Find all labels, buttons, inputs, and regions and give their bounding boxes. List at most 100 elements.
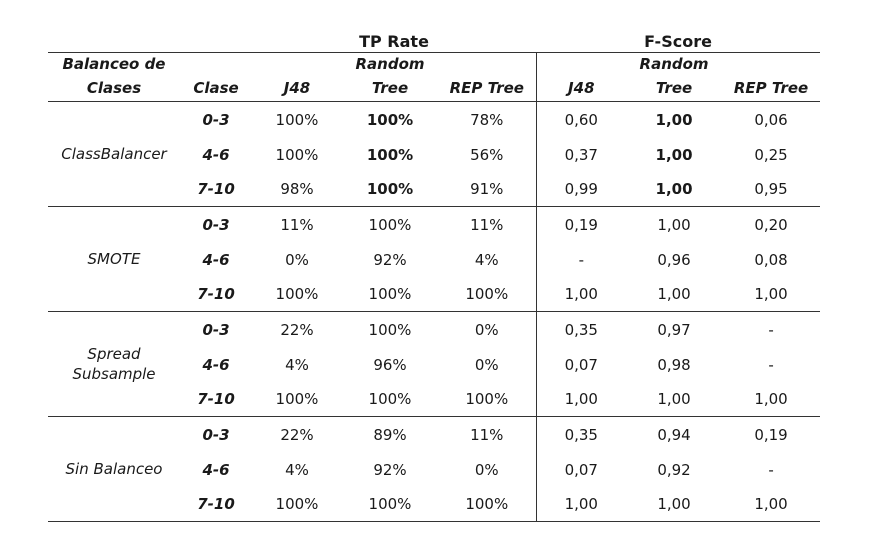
tp-rep-tree-cell: 100%	[438, 487, 537, 522]
tp-rep-tree-cell: 0%	[474, 461, 499, 479]
f-rep-tree-cell: 0,19	[722, 416, 821, 453]
tp-random-tree-cell: 100%	[342, 311, 438, 348]
tp-j48-cell: 100%	[252, 101, 342, 138]
f-random-tree-cell: 1,00	[655, 146, 693, 164]
tp-rep-tree-cell: 11%	[438, 416, 537, 453]
f-random-tree-cell: 1,00	[657, 390, 691, 408]
table-row: 7-10 100% 100% 100% 1,00 1,00 1,00	[48, 487, 821, 522]
empty-header-cell	[722, 52, 821, 75]
tp-j48-cell: 11%	[252, 206, 342, 243]
f-rep-tree-cell: -	[768, 461, 774, 479]
group-label: SMOTE	[48, 206, 180, 312]
tp-j48-cell: 100%	[275, 285, 319, 303]
f-rep-tree-cell: 0,06	[722, 101, 821, 138]
tp-random-tree-cell: 92%	[373, 251, 407, 269]
table-row: 4-6 4% 96% 0% 0,07 0,98 -	[48, 348, 820, 382]
tp-random-tree-cell: 100%	[368, 390, 412, 408]
balanceo-header-line2: Clases	[86, 79, 142, 97]
f-j48-cell: 1,00	[535, 487, 627, 522]
f-random-tree-cell: 0,98	[657, 356, 691, 374]
f-random-header-line2: Tree	[655, 79, 693, 97]
clase-header: Clase	[193, 79, 239, 97]
tp-rep-tree-cell: 91%	[470, 180, 504, 198]
tp-random-tree-cell: 100%	[368, 285, 412, 303]
table-row: SMOTE 0-3 11% 100% 11% 0,19 1,00 0,20	[48, 206, 821, 312]
tp-random-tree-cell: 100%	[342, 206, 438, 243]
f-random-header-line1: Random	[626, 52, 723, 75]
f-j48-cell: 1,00	[535, 277, 627, 312]
f-rep-tree-cell: 0,25	[754, 146, 788, 164]
tp-random-header-line1: Random	[342, 52, 438, 75]
f-j48-cell: 0,37	[535, 138, 627, 172]
balanceo-header-line1: Balanceo de	[48, 52, 180, 75]
f-j48-cell: 0,07	[535, 348, 627, 382]
f-random-tree-cell: 0,92	[657, 461, 691, 479]
clase-cell: 7-10	[197, 390, 235, 408]
f-rep-tree-cell: 1,00	[754, 285, 788, 303]
tp-rep-tree-cell: 56%	[470, 146, 504, 164]
f-j48-cell: 0,19	[535, 206, 627, 243]
clase-cell: 0-3	[180, 311, 252, 348]
clase-cell: 0-3	[180, 101, 252, 138]
group-label-line1: Spread	[87, 345, 141, 363]
clase-cell: 4-6	[202, 461, 230, 479]
f-j48-cell: 0,07	[535, 453, 627, 487]
tp-rep-tree-cell: 100%	[465, 390, 509, 408]
f-j48-cell: 0,35	[535, 416, 627, 453]
tp-rep-tree-cell: 78%	[438, 101, 537, 138]
tp-random-tree-cell: 89%	[342, 416, 438, 453]
tp-j48-cell: 98%	[280, 180, 314, 198]
empty-header-cell	[438, 52, 537, 75]
f-rep-tree-cell: 1,00	[754, 390, 788, 408]
f-j48-cell: -	[535, 243, 627, 277]
clase-cell: 7-10	[197, 180, 235, 198]
group-label-line1: SMOTE	[87, 250, 141, 268]
table-row: Spread Subsample 0-3 22% 100% 0% 0,35 0,…	[48, 311, 821, 417]
tp-random-tree-cell: 100%	[366, 146, 414, 164]
clase-cell: 4-6	[202, 251, 230, 269]
table-row: 4-6 100% 100% 56% 0,37 1,00 0,25	[48, 138, 820, 172]
group-label-line2: Subsample	[72, 365, 156, 383]
table-row: 4-6 4% 92% 0% 0,07 0,92 -	[48, 453, 820, 487]
tp-random-tree-cell: 92%	[373, 461, 407, 479]
tp-j48-header: J48	[283, 79, 311, 97]
tp-j48-cell: 100%	[275, 390, 319, 408]
tp-rep-tree-cell: 0%	[474, 356, 499, 374]
clase-cell: 7-10	[180, 487, 252, 522]
tp-rep-tree-cell: 11%	[438, 206, 537, 243]
table-row: 7-10 100% 100% 100% 1,00 1,00 1,00	[48, 277, 820, 312]
table-row: 4-6 0% 92% 4% - 0,96 0,08	[48, 243, 820, 277]
group-label: Spread Subsample	[48, 311, 180, 417]
clase-cell: 4-6	[202, 146, 230, 164]
table-row: 7-10 98% 100% 91% 0,99 1,00 0,95	[48, 172, 820, 207]
f-j48-cell: 0,60	[535, 101, 627, 138]
tp-rep-tree-cell: 100%	[465, 285, 509, 303]
empty-header-cell	[48, 30, 180, 53]
empty-header-cell	[535, 52, 627, 75]
tp-random-tree-cell: 100%	[342, 487, 438, 522]
empty-header-cell	[252, 52, 342, 75]
tp-rep-tree-cell: 4%	[474, 251, 499, 269]
f-rep-tree-cell: 0,20	[722, 206, 821, 243]
f-random-tree-cell: 1,00	[626, 101, 723, 138]
results-table: TP Rate F-Score Balanceo de Random Rando…	[48, 30, 821, 522]
clase-cell: 7-10	[197, 285, 235, 303]
tp-j48-cell: 100%	[275, 146, 319, 164]
tp-j48-cell: 22%	[252, 416, 342, 453]
f-rep-tree-cell: -	[722, 311, 821, 348]
f-random-tree-cell: 0,97	[626, 311, 723, 348]
f-random-tree-cell: 1,00	[626, 487, 723, 522]
clase-cell: 4-6	[202, 356, 230, 374]
clase-cell: 0-3	[180, 416, 252, 453]
f-rep-tree-cell: 0,08	[754, 251, 788, 269]
f-random-tree-cell: 0,94	[626, 416, 723, 453]
f-j48-header: J48	[535, 75, 627, 102]
tp-j48-cell: 100%	[252, 487, 342, 522]
f-rep-header: REP Tree	[733, 79, 809, 97]
clase-cell: 0-3	[180, 206, 252, 243]
f-random-tree-cell: 1,00	[626, 206, 723, 243]
tp-random-tree-cell: 100%	[342, 101, 438, 138]
tp-rep-tree-cell: 0%	[438, 311, 537, 348]
tp-j48-cell: 0%	[285, 251, 309, 269]
tp-random-tree-cell: 96%	[373, 356, 407, 374]
